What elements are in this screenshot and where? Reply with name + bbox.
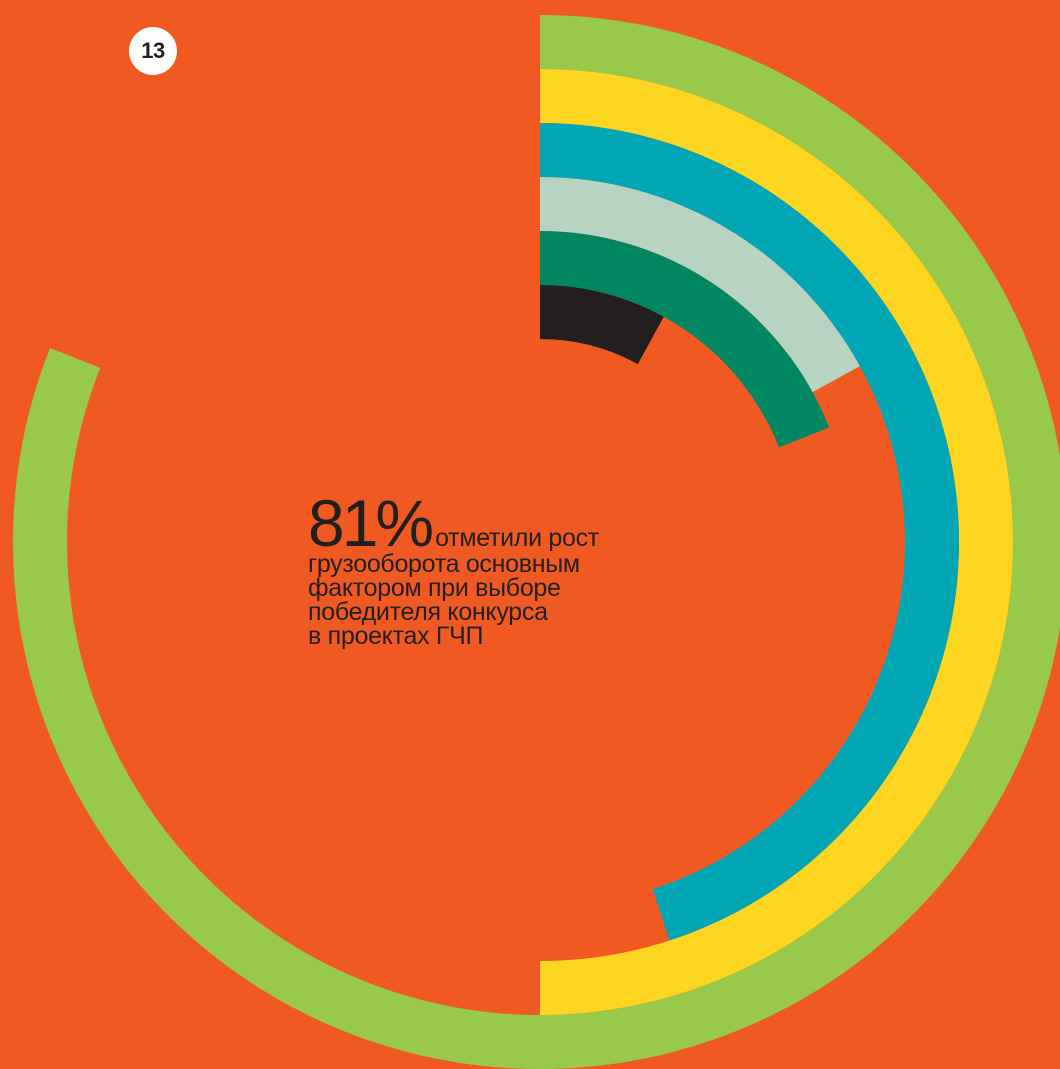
radial-bar-arc: [540, 285, 664, 365]
headline-line: победителя конкурса: [308, 598, 548, 626]
chart-arcs: [13, 15, 1060, 1069]
radial-bar-arc: [540, 69, 1013, 1015]
headline-percent: 81%: [308, 486, 434, 560]
headline-lead: отметили рост: [435, 524, 599, 552]
radial-bar-arc: [540, 231, 830, 448]
radial-bar-arc: [540, 123, 960, 941]
headline-line: фактором при выборе: [308, 574, 561, 602]
headline-line: грузооборота основным: [308, 550, 580, 578]
page-number-badge: 13: [129, 27, 177, 75]
headline-text: 81% отметили рост грузооборота основным ф…: [308, 490, 728, 650]
radial-bar-arc: [540, 177, 860, 393]
headline-line: в проектах ГЧП: [308, 622, 484, 650]
page-number: 13: [141, 38, 165, 63]
